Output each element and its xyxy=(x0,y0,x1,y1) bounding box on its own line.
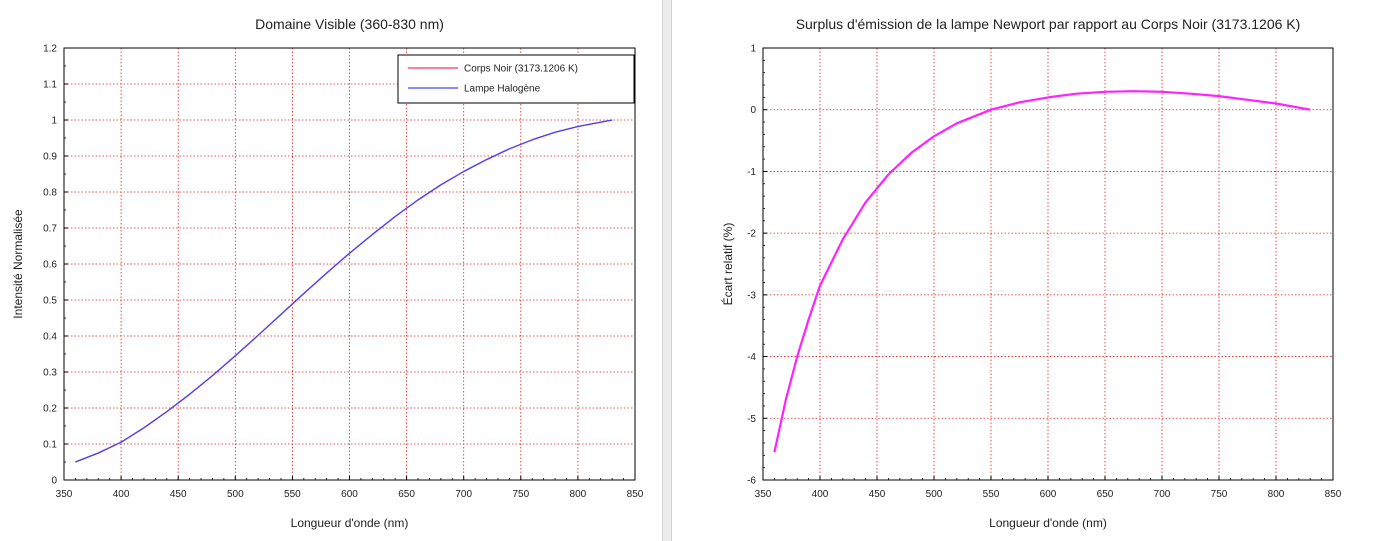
x-tick-label: 500 xyxy=(227,489,244,500)
y-tick-label: -2 xyxy=(747,229,756,240)
x-tick-label: 350 xyxy=(755,489,772,500)
y-tick-label: 1.1 xyxy=(43,80,57,91)
x-tick-label: 800 xyxy=(1268,489,1285,500)
y-tick-label: 0.6 xyxy=(43,260,57,271)
axes-frame xyxy=(63,47,636,481)
intensity-chart: 350 400 450 500 550 600 650 700 750 800 850 0 0.1 0.2… xyxy=(11,16,644,530)
relative-deviation-chart: 350 400 450 500 550 600 650 700 750 800 850 -6 -5 -4 -… xyxy=(720,16,1342,530)
x-tick-label: 450 xyxy=(170,489,187,500)
y-tick-label: 1 xyxy=(51,116,57,127)
y-tick-label: 0.8 xyxy=(43,188,57,199)
series-line-0 xyxy=(773,90,1311,453)
plot-area xyxy=(763,48,1333,480)
y-axis-title: Écart relatif (%) xyxy=(720,223,735,306)
x-tick-label: 700 xyxy=(1154,489,1171,500)
legend-label-0: Corps Noir (3173.1206 K) xyxy=(464,64,578,75)
x-tick-label: 400 xyxy=(812,489,829,500)
plot-area xyxy=(64,48,635,480)
x-tick-label: 400 xyxy=(113,489,130,500)
y-tick-label: 0.7 xyxy=(43,224,57,235)
x-tick-label: 600 xyxy=(341,489,358,500)
legend-label-1: Lampe Halogène xyxy=(464,84,541,95)
panel-divider[interactable] xyxy=(662,0,672,541)
axes-frame xyxy=(762,47,1334,481)
legend-box xyxy=(397,54,635,104)
x-tick-label: 750 xyxy=(1211,489,1228,500)
chart-title: Domaine Visible (360-830 nm) xyxy=(255,16,444,32)
x-tick-label: 500 xyxy=(926,489,943,500)
chart-title: Surplus d'émission de la lampe Newport p… xyxy=(796,16,1301,32)
y-tick-label: 1 xyxy=(750,44,756,55)
series-line-1 xyxy=(75,119,613,463)
y-tick-label: -3 xyxy=(747,290,756,301)
x-tick-label: 650 xyxy=(1097,489,1114,500)
y-tick-label: -6 xyxy=(747,476,756,487)
left-chart-panel: 350 400 450 500 550 600 650 700 750 800 850 0 0.1 0.2… xyxy=(0,0,662,541)
y-tick-label: 0.9 xyxy=(43,152,57,163)
x-tick-label: 350 xyxy=(56,489,73,500)
y-tick-label: -1 xyxy=(747,167,756,178)
x-axis-title: Longueur d'onde (nm) xyxy=(989,516,1107,530)
x-tick-label: 750 xyxy=(512,489,529,500)
x-tick-label: 550 xyxy=(284,489,301,500)
y-tick-label: 0.1 xyxy=(43,440,57,451)
y-tick-label: -5 xyxy=(747,414,756,425)
x-tick-label: 600 xyxy=(1040,489,1057,500)
y-tick-label: 0.3 xyxy=(43,368,57,379)
y-axis-title: Intensité Normalisée xyxy=(11,209,25,319)
y-tick-label: 0.5 xyxy=(43,296,57,307)
x-tick-label: 450 xyxy=(869,489,886,500)
x-tick-label: 550 xyxy=(983,489,1000,500)
x-tick-label: 650 xyxy=(398,489,415,500)
y-tick-label: 0 xyxy=(51,476,57,487)
y-tick-label: 0.2 xyxy=(43,404,57,415)
right-chart-panel: 350 400 450 500 550 600 650 700 750 800 850 -6 -5 -4 -… xyxy=(672,0,1381,541)
x-tick-label: 850 xyxy=(1325,489,1342,500)
y-tick-label: 0.4 xyxy=(43,332,57,343)
y-tick-label: -4 xyxy=(747,352,756,363)
x-tick-label: 850 xyxy=(627,489,644,500)
y-tick-label: 0 xyxy=(750,105,756,116)
x-axis-title: Longueur d'onde (nm) xyxy=(291,516,409,530)
x-tick-label: 700 xyxy=(455,489,472,500)
y-tick-label: 1.2 xyxy=(43,44,57,55)
x-tick-label: 800 xyxy=(570,489,587,500)
